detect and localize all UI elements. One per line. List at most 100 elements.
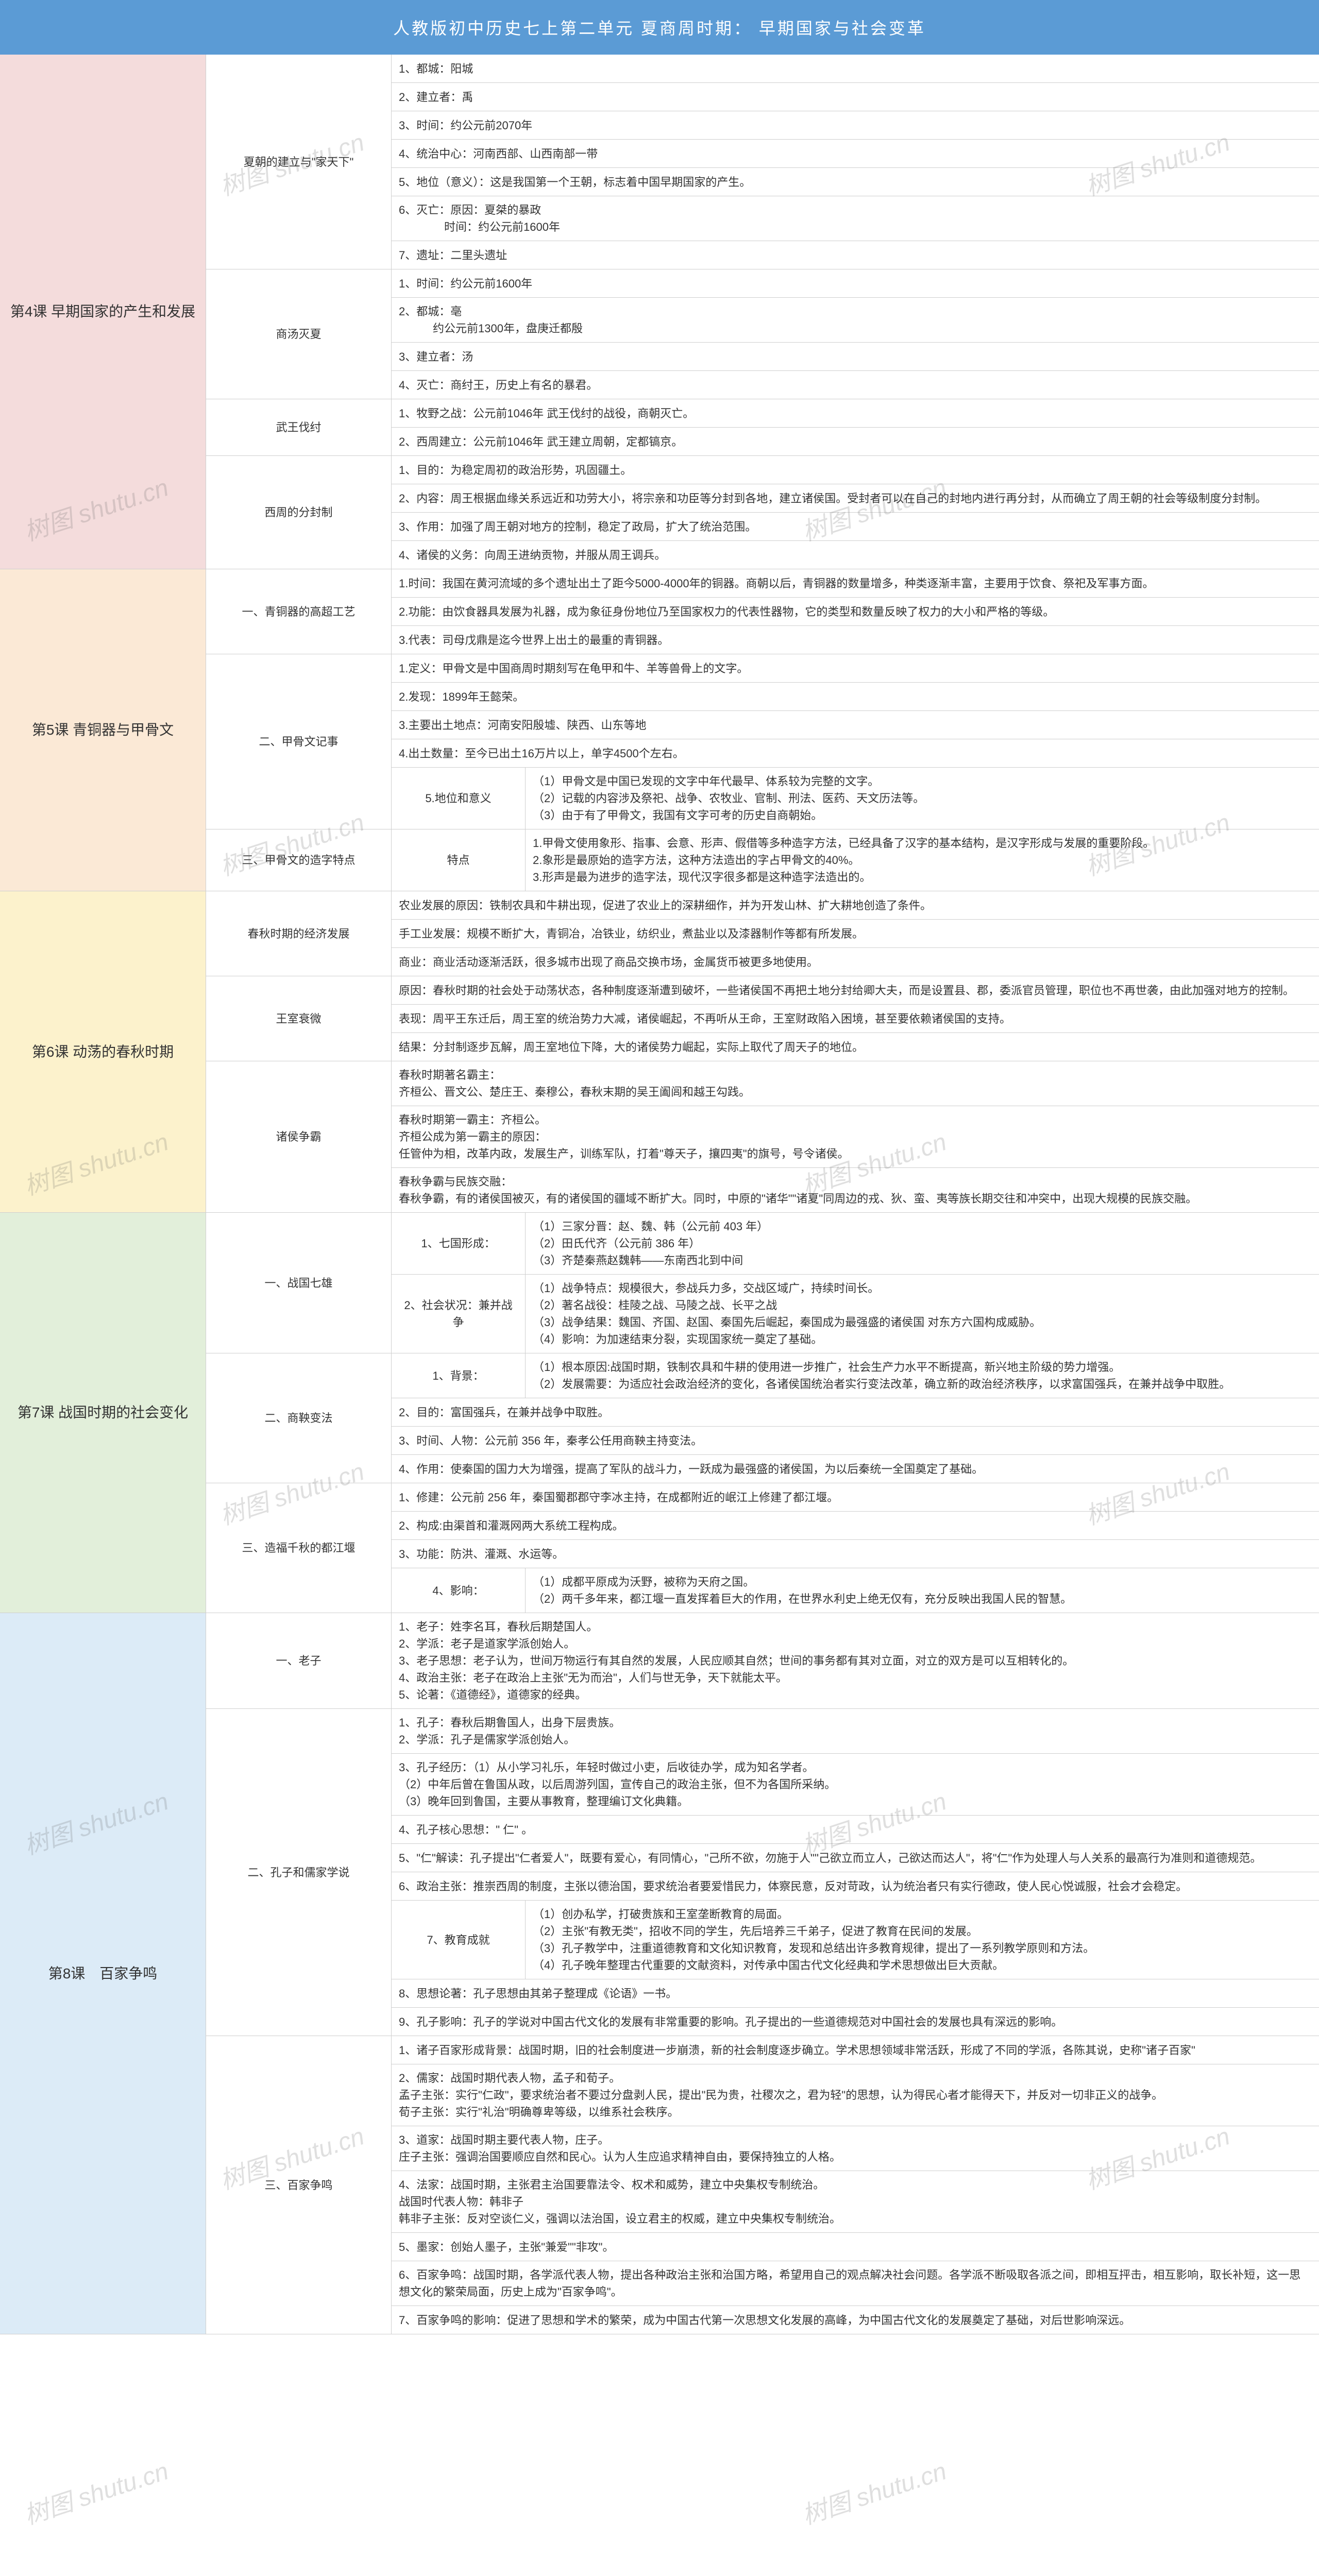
item-text: 7、遗址：二里头遗址 (392, 241, 1319, 269)
item-text: 2.功能：由饮食器具发展为礼器，成为象征身份地位乃至国家权力的代表性器物，它的类… (392, 598, 1319, 625)
item-label: 1、七国形成： (392, 1213, 526, 1274)
sections-wrap: 春秋时期的经济发展农业发展的原因：铁制农具和牛耕出现，促进了农业上的深耕细作，并… (206, 891, 1319, 1212)
item-text: 2、内容：周王根据血缘关系远近和功劳大小，将宗亲和功臣等分封到各地，建立诸侯国。… (392, 484, 1319, 512)
item-text: 结果：分封制逐步瓦解，周王室地位下降，大的诸侯势力崛起，实际上取代了周天子的地位… (392, 1033, 1319, 1061)
sections-wrap: 一、战国七雄1、七国形成：（1）三家分晋：赵、魏、韩（公元前 403 年） （2… (206, 1213, 1319, 1613)
item-label: 2、社会状况：兼并战争 (392, 1275, 526, 1353)
item-row: 5、地位（意义）：这是我国第一个王朝，标志着中国早期国家的产生。 (392, 168, 1319, 196)
item-row: 2、构成:由渠首和灌溉网两大系统工程构成。 (392, 1512, 1319, 1540)
lesson-row: 第7课 战国时期的社会变化一、战国七雄1、七国形成：（1）三家分晋：赵、魏、韩（… (0, 1213, 1319, 1613)
item-text: 3、建立者：汤 (392, 343, 1319, 370)
item-row: 1、背景：（1）根本原因:战国时期，铁制农具和牛耕的使用进一步推广，社会生产力水… (392, 1353, 1319, 1398)
item-row: 6、政治主张：推崇西周的制度，主张以德治国，要求统治者要爱惜民力，体察民意，反对… (392, 1872, 1319, 1901)
item-row: 5.地位和意义（1）甲骨文是中国已发现的文字中年代最早、体系较为完整的文字。 （… (392, 768, 1319, 829)
item-row: 2.功能：由饮食器具发展为礼器，成为象征身份地位乃至国家权力的代表性器物，它的类… (392, 598, 1319, 626)
item-row: 7、遗址：二里头遗址 (392, 241, 1319, 269)
item-row: 9、孔子影响：孔子的学说对中国古代文化的发展有非常重要的影响。孔子提出的一些道德… (392, 2008, 1319, 2036)
item-row: 3、作用：加强了周王朝对地方的控制，稳定了政局，扩大了统治范围。 (392, 513, 1319, 541)
section-row: 三、百家争鸣1、诸子百家形成背景：战国时期，旧的社会制度进一步崩溃，新的社会制度… (206, 2036, 1319, 2334)
lesson-row: 第8课 百家争鸣一、老子1、老子：姓李名耳，春秋后期楚国人。 2、学派：老子是道… (0, 1613, 1319, 2334)
item-text: 4、统治中心：河南西部、山西南部一带 (392, 140, 1319, 167)
items-wrap: 1、修建：公元前 256 年，秦国蜀郡郡守李冰主持，在成都附近的岷江上修建了都江… (392, 1483, 1319, 1613)
items-wrap: 特点1.甲骨文使用象形、指事、会意、形声、假借等多种造字方法，已经具备了汉字的基… (392, 829, 1319, 891)
item-row: 1、修建：公元前 256 年，秦国蜀郡郡守李冰主持，在成都附近的岷江上修建了都江… (392, 1483, 1319, 1512)
item-text: 1、时间：约公元前1600年 (392, 269, 1319, 297)
items-wrap: 1、背景：（1）根本原因:战国时期，铁制农具和牛耕的使用进一步推广，社会生产力水… (392, 1353, 1319, 1483)
page-title: 人教版初中历史七上第二单元 夏商周时期： 早期国家与社会变革 (0, 0, 1319, 55)
item-text: 4.出土数量：至今已出土16万片以上，单字4500个左右。 (392, 739, 1319, 767)
item-row: 3.代表：司母戊鼎是迄今世界上出土的最重的青铜器。 (392, 626, 1319, 654)
item-row: 春秋争霸与民族交融： 春秋争霸，有的诸侯国被灭，有的诸侯国的疆域不断扩大。同时，… (392, 1168, 1319, 1212)
item-row: 4、诸侯的义务：向周王进纳贡物，并服从周王调兵。 (392, 541, 1319, 569)
item-row: 春秋时期第一霸主：齐桓公。 齐桓公成为第一霸主的原因： 任管仲为相，改革内政，发… (392, 1106, 1319, 1168)
item-text: 2、目的：富国强兵，在兼并战争中取胜。 (392, 1398, 1319, 1426)
section-row: 一、老子1、老子：姓李名耳，春秋后期楚国人。 2、学派：老子是道家学派创始人。 … (206, 1613, 1319, 1709)
item-text: 3.代表：司母戊鼎是迄今世界上出土的最重的青铜器。 (392, 626, 1319, 654)
section-row: 一、青铜器的高超工艺1.时间：我国在黄河流域的多个遗址出土了距今5000-400… (206, 569, 1319, 654)
section-title: 三、甲骨文的造字特点 (206, 829, 392, 891)
section-row: 王室衰微原因：春秋时期的社会处于动荡状态，各种制度逐渐遭到破坏，一些诸侯国不再把… (206, 976, 1319, 1061)
item-row: 5、"仁"解读：孔子提出"仁者爱人"，既要有爱心，有同情心，"己所不欲，勿施于人… (392, 1844, 1319, 1872)
section-title: 王室衰微 (206, 976, 392, 1061)
item-row: 4.出土数量：至今已出土16万片以上，单字4500个左右。 (392, 739, 1319, 768)
item-row: 3、功能：防洪、灌溉、水运等。 (392, 1540, 1319, 1568)
item-text: 6、灭亡：原因：夏桀的暴政 时间：约公元前1600年 (392, 196, 1319, 241)
section-row: 春秋时期的经济发展农业发展的原因：铁制农具和牛耕出现，促进了农业上的深耕细作，并… (206, 891, 1319, 976)
lesson-title: 第4课 早期国家的产生和发展 (0, 55, 206, 569)
item-row: 4、灭亡：商纣王，历史上有名的暴君。 (392, 371, 1319, 399)
item-text: 3、时间、人物：公元前 356 年，秦孝公任用商鞅主持变法。 (392, 1427, 1319, 1454)
item-text: （1）三家分晋：赵、魏、韩（公元前 403 年） （2）田氏代齐（公元前 386… (526, 1213, 1319, 1274)
section-row: 一、战国七雄1、七国形成：（1）三家分晋：赵、魏、韩（公元前 403 年） （2… (206, 1213, 1319, 1353)
item-text: 春秋争霸与民族交融： 春秋争霸，有的诸侯国被灭，有的诸侯国的疆域不断扩大。同时，… (392, 1168, 1319, 1212)
lesson-title: 第6课 动荡的春秋时期 (0, 891, 206, 1212)
section-title: 一、老子 (206, 1613, 392, 1708)
item-text: 4、孔子核心思想：" 仁" 。 (392, 1816, 1319, 1843)
item-row: 商业：商业活动逐渐活跃，很多城市出现了商品交换市场，金属货币被更多地使用。 (392, 948, 1319, 976)
items-wrap: 原因：春秋时期的社会处于动荡状态，各种制度逐渐遭到破坏，一些诸侯国不再把土地分封… (392, 976, 1319, 1061)
item-row: 5、墨家：创始人墨子，主张"兼爱""非攻"。 (392, 2233, 1319, 2261)
item-row: 1、目的：为稳定周初的政治形势，巩固疆土。 (392, 456, 1319, 484)
section-title: 三、造福千秋的都江堰 (206, 1483, 392, 1613)
item-text: 7、百家争鸣的影响：促进了思想和学术的繁荣，成为中国古代第一次思想文化发展的高峰… (392, 2306, 1319, 2334)
item-row: 表现：周平王东迁后，周王室的统治势力大减，诸侯崛起，不再听从王命，王室财政陷入困… (392, 1005, 1319, 1033)
item-text: （1）战争特点：规模很大，参战兵力多，交战区域广，持续时间长。 （2）著名战役：… (526, 1275, 1319, 1353)
item-row: 结果：分封制逐步瓦解，周王室地位下降，大的诸侯势力崛起，实际上取代了周天子的地位… (392, 1033, 1319, 1061)
item-row: 1.定义：甲骨文是中国商周时期刻写在龟甲和牛、羊等兽骨上的文字。 (392, 654, 1319, 683)
items-wrap: 1、都城：阳城2、建立者：禹3、时间：约公元前2070年4、统治中心：河南西部、… (392, 55, 1319, 269)
section-row: 二、甲骨文记事1.定义：甲骨文是中国商周时期刻写在龟甲和牛、羊等兽骨上的文字。2… (206, 654, 1319, 829)
item-row: 1、孔子：春秋后期鲁国人，出身下层贵族。 2、学派：孔子是儒家学派创始人。 (392, 1709, 1319, 1754)
section-title: 商汤灭夏 (206, 269, 392, 399)
item-text: 1.甲骨文使用象形、指事、会意、形声、假借等多种造字方法，已经具备了汉字的基本结… (526, 829, 1319, 891)
item-text: （1）甲骨文是中国已发现的文字中年代最早、体系较为完整的文字。 （2）记载的内容… (526, 768, 1319, 829)
item-row: 6、灭亡：原因：夏桀的暴政 时间：约公元前1600年 (392, 196, 1319, 241)
item-label: 7、教育成就 (392, 1901, 526, 1979)
section-row: 武王伐纣1、牧野之战：公元前1046年 武王伐纣的战役，商朝灭亡。2、西周建立：… (206, 399, 1319, 456)
item-row: 1、七国形成：（1）三家分晋：赵、魏、韩（公元前 403 年） （2）田氏代齐（… (392, 1213, 1319, 1275)
item-text: 5、墨家：创始人墨子，主张"兼爱""非攻"。 (392, 2233, 1319, 2261)
item-text: 2、西周建立：公元前1046年 武王建立周朝，定都镐京。 (392, 428, 1319, 455)
item-row: 4、作用：使秦国的国力大为增强，提高了军队的战斗力，一跃成为最强盛的诸侯国，为以… (392, 1455, 1319, 1483)
item-text: 2、构成:由渠首和灌溉网两大系统工程构成。 (392, 1512, 1319, 1539)
items-wrap: 1、时间：约公元前1600年2、都城：亳 约公元前1300年，盘庚迁都殷3、建立… (392, 269, 1319, 399)
item-row: 1、老子：姓李名耳，春秋后期楚国人。 2、学派：老子是道家学派创始人。 3、老子… (392, 1613, 1319, 1708)
items-wrap: 春秋时期著名霸主： 齐桓公、晋文公、楚庄王、秦穆公，春秋末期的吴王阖闾和越王勾践… (392, 1061, 1319, 1212)
item-text: 原因：春秋时期的社会处于动荡状态，各种制度逐渐遭到破坏，一些诸侯国不再把土地分封… (392, 976, 1319, 1004)
item-label: 5.地位和意义 (392, 768, 526, 829)
item-text: 1、牧野之战：公元前1046年 武王伐纣的战役，商朝灭亡。 (392, 399, 1319, 427)
item-row: 2.发现：1899年王懿荣。 (392, 683, 1319, 711)
item-text: （1）根本原因:战国时期，铁制农具和牛耕的使用进一步推广，社会生产力水平不断提高… (526, 1353, 1319, 1398)
item-row: 2、社会状况：兼并战争（1）战争特点：规模很大，参战兵力多，交战区域广，持续时间… (392, 1275, 1319, 1353)
item-row: 特点1.甲骨文使用象形、指事、会意、形声、假借等多种造字方法，已经具备了汉字的基… (392, 829, 1319, 891)
item-row: 3、时间：约公元前2070年 (392, 111, 1319, 140)
watermark: 树图 shutu.cn (797, 2451, 950, 2531)
item-text: 8、思想论著：孔子思想由其弟子整理成《论语》一书。 (392, 1979, 1319, 2007)
item-label: 特点 (392, 829, 526, 891)
item-row: 2、内容：周王根据血缘关系远近和功劳大小，将宗亲和功臣等分封到各地，建立诸侯国。… (392, 484, 1319, 513)
item-row: 7、教育成就（1）创办私学，打破贵族和王室垄断教育的局面。 （2）主张"有教无类… (392, 1901, 1319, 1979)
item-text: 6、政治主张：推崇西周的制度，主张以德治国，要求统治者要爱惜民力，体察民意，反对… (392, 1872, 1319, 1900)
lesson-title: 第8课 百家争鸣 (0, 1613, 206, 2334)
item-text: （1）创办私学，打破贵族和王室垄断教育的局面。 （2）主张"有教无类"，招收不同… (526, 1901, 1319, 1979)
sections-wrap: 一、青铜器的高超工艺1.时间：我国在黄河流域的多个遗址出土了距今5000-400… (206, 569, 1319, 891)
items-wrap: 1、老子：姓李名耳，春秋后期楚国人。 2、学派：老子是道家学派创始人。 3、老子… (392, 1613, 1319, 1708)
item-row: 2、儒家：战国时期代表人物，孟子和荀子。 孟子主张：实行"仁政"，要求统治者不要… (392, 2064, 1319, 2126)
